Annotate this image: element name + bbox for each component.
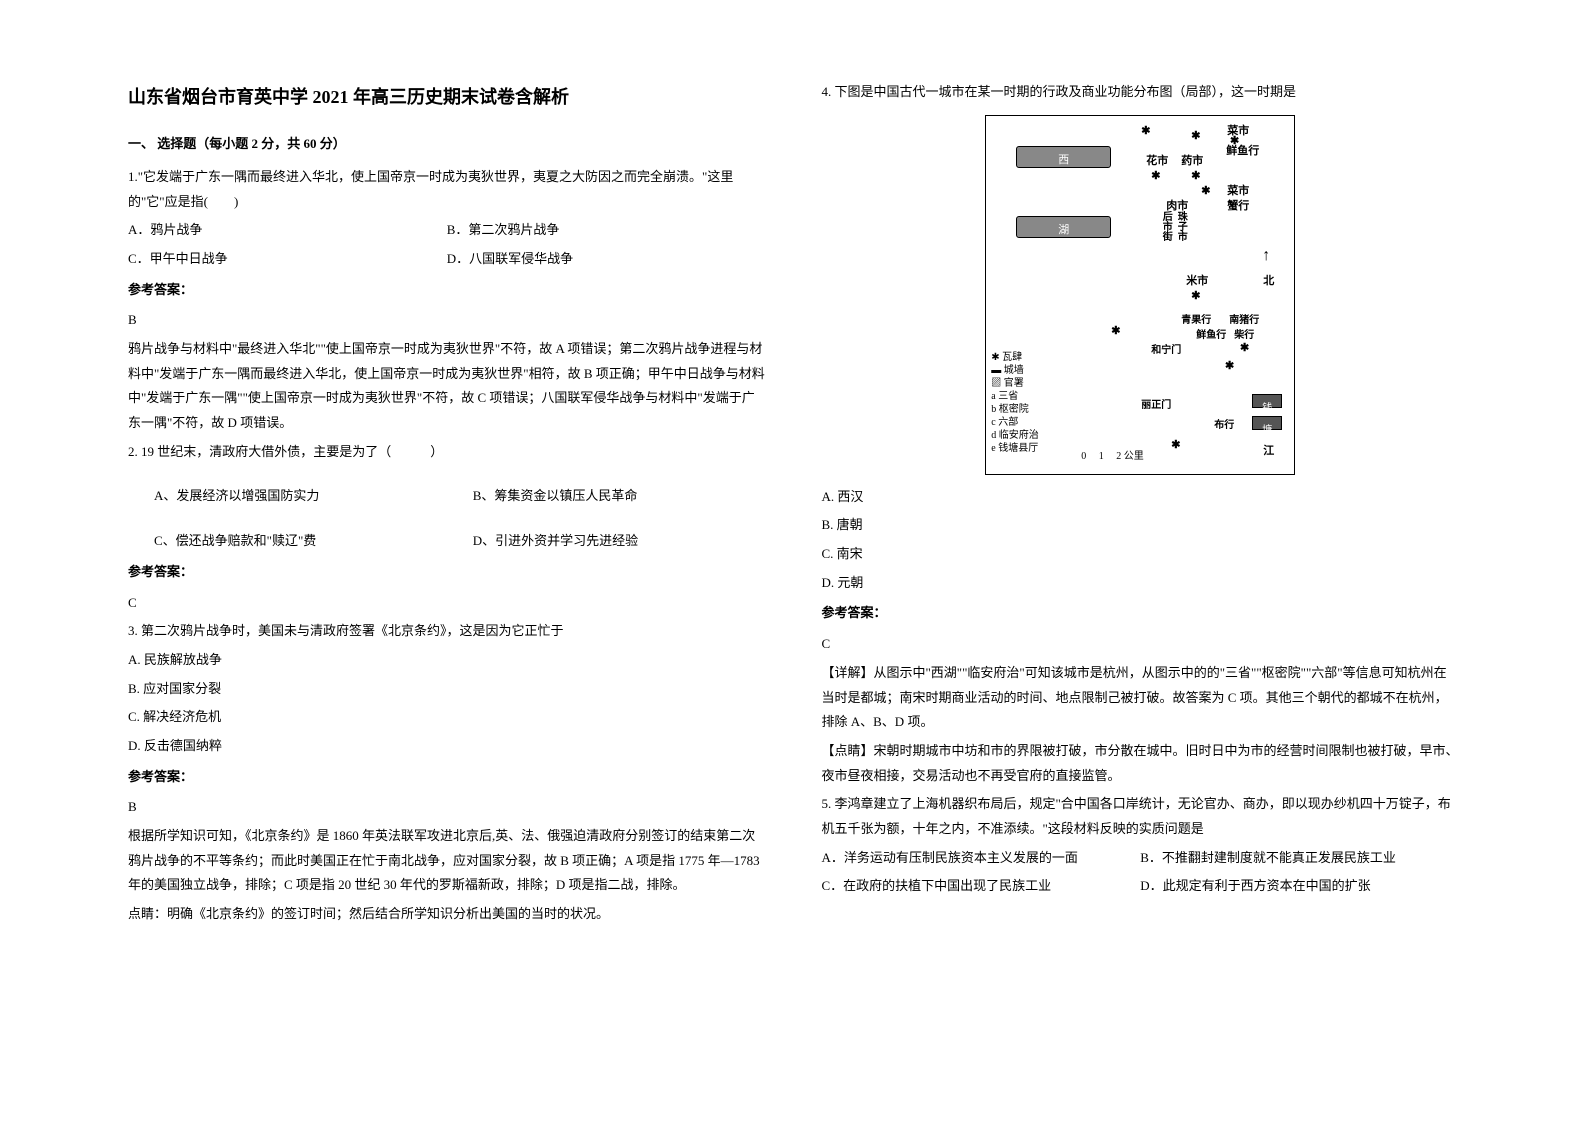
q2-optC: C、偿还战争赔款和"赎辽"费 (128, 529, 447, 554)
q3-optA: A. 民族解放战争 (128, 648, 766, 673)
right-column: 4. 下图是中国古代一城市在某一时期的行政及商业功能分布图（局部），这一时期是 … (794, 80, 1488, 931)
q4-text: 4. 下图是中国古代一城市在某一时期的行政及商业功能分布图（局部），这一时期是 (822, 80, 1460, 105)
q3-optC: C. 解决经济危机 (128, 705, 766, 730)
q5-optC: C．在政府的扶植下中国出现了民族工业 (822, 874, 1141, 899)
q5-text: 5. 李鸿章建立了上海机器织布局后，规定"合中国各口岸统计，无论官办、商办，即以… (822, 792, 1460, 841)
q4-tip: 【点睛】宋朝时期城市中坊和市的界限被打破，市分散在城中。旧时日中为市的经营时间限… (822, 739, 1460, 788)
q1-optC: C．甲午中日战争 (128, 247, 447, 272)
q4-detail: 【详解】从图示中"西湖""临安府治"可知该城市是杭州，从图示中的的"三省""枢密… (822, 661, 1460, 735)
map-xi: 西 (1058, 154, 1069, 166)
q3-text: 3. 第二次鸦片战争时，美国未与清政府签署《北京条约》，这是因为它正忙于 (128, 619, 766, 644)
q4-optD: D. 元朝 (822, 571, 1460, 596)
q3-optD: D. 反击德国纳粹 (128, 734, 766, 759)
map-lizhengmen: 丽正门 (1141, 396, 1171, 415)
legend-shumiyuan: b 枢密院 (991, 403, 1039, 416)
section-header: 一、 选择题（每小题 2 分，共 60 分） (128, 132, 766, 157)
legend-sansheng: a 三省 (991, 390, 1039, 403)
q1-text: 1."它发端于广东一隅而最终进入华北，使上国帝京一时成为夷狄世界，夷夏之大防因之… (128, 165, 766, 214)
q3-answer-label: 参考答案： (128, 765, 766, 790)
q2-options-row1: A、发展经济以增强国防实力 B、筹集资金以镇压人民革命 (128, 484, 766, 509)
q2-text: 2. 19 世纪末，清政府大借外债，主要是为了（ ） (128, 440, 766, 465)
map-buhang: 布行 (1214, 416, 1234, 435)
map-tang-box: 塘 (1252, 416, 1282, 430)
map-legend: ✱ 瓦肆 ▬ 城墙 ▨ 官署 a 三省 b 枢密院 c 六部 d 临安府治 e … (991, 351, 1039, 455)
q4-optA: A. 西汉 (822, 485, 1460, 510)
map-xiehang: 蟹行 (1227, 196, 1249, 217)
q2-optD: D、引进外资并学习先进经验 (447, 529, 766, 554)
map-hu: 湖 (1058, 224, 1069, 236)
q3-tip: 点睛：明确《北京条约》的签订时间；然后结合所学知识分析出美国的当时的状况。 (128, 902, 766, 927)
map-scale: 0 1 2 公里 (1081, 447, 1144, 466)
q1-optB: B．第二次鸦片战争 (447, 218, 766, 243)
legend-qiantangxianting: e 钱塘县厅 (991, 442, 1039, 455)
q5-optA: A．洋务运动有压制民族资本主义发展的一面 (822, 846, 1141, 871)
q5-optD: D．此规定有利于西方资本在中国的扩张 (1140, 874, 1459, 899)
map-xi-box: 西 (1016, 146, 1111, 168)
document-title: 山东省烟台市育英中学 2021 年高三历史期末试卷含解析 (128, 80, 766, 114)
legend-linanfuzhi: d 临安府治 (991, 429, 1039, 442)
q2-optB: B、筹集资金以镇压人民革命 (447, 484, 766, 509)
map-qian: 钱 (1262, 403, 1272, 414)
q3-optB: B. 应对国家分裂 (128, 677, 766, 702)
q3-answer: B (128, 795, 766, 820)
q5-optB: B．不推翻封建制度就不能真正发展民族工业 (1140, 846, 1459, 871)
q1-explanation: 鸦片战争与材料中"最终进入华北""使上国帝京一时成为夷狄世界"不符，故 A 项错… (128, 337, 766, 436)
q5-options-row2: C．在政府的扶植下中国出现了民族工业 D．此规定有利于西方资本在中国的扩张 (822, 874, 1460, 899)
legend-guanshu: ▨ 官署 (991, 377, 1039, 390)
legend-liubu: c 六部 (991, 416, 1039, 429)
q4-answer: C (822, 632, 1460, 657)
q1-options-row2: C．甲午中日战争 D．八国联军侵华战争 (128, 247, 766, 272)
legend-chengqiang: ▬ 城墙 (991, 364, 1039, 377)
map-tang: 塘 (1262, 425, 1272, 436)
map-bei: 北 (1263, 271, 1274, 292)
q3-explanation: 根据所学知识可知，《北京条约》是 1860 年英法联军攻进北京后,英、法、俄强迫… (128, 824, 766, 898)
q4-answer-label: 参考答案： (822, 601, 1460, 626)
q2-answer-label: 参考答案： (128, 560, 766, 585)
q5-options-row1: A．洋务运动有压制民族资本主义发展的一面 B．不推翻封建制度就不能真正发展民族工… (822, 846, 1460, 871)
map-hu-box: 湖 (1016, 216, 1111, 238)
q2-optA: A、发展经济以增强国防实力 (128, 484, 447, 509)
map-heningmen: 和宁门 (1151, 341, 1181, 360)
q1-optD: D．八国联军侵华战争 (447, 247, 766, 272)
q1-options-row1: A．鸦片战争 B．第二次鸦片战争 (128, 218, 766, 243)
map-qian-box: 钱 (1252, 394, 1282, 408)
q2-answer: C (128, 591, 766, 616)
q4-optB: B. 唐朝 (822, 513, 1460, 538)
q1-answer-label: 参考答案： (128, 278, 766, 303)
north-arrow-icon: ↑ (1262, 241, 1270, 271)
left-column: 山东省烟台市育英中学 2021 年高三历史期末试卷含解析 一、 选择题（每小题 … (100, 80, 794, 931)
q1-answer: B (128, 308, 766, 333)
map-container: 西 湖 北 ↑ 菜市 鲜鱼行 花市 药市 菜市 蟹行 肉市 后市街 珠子市 米市… (822, 115, 1460, 475)
map-image: 西 湖 北 ↑ 菜市 鲜鱼行 花市 药市 菜市 蟹行 肉市 后市街 珠子市 米市… (985, 115, 1295, 475)
map-zhushi: 珠子市 (1171, 211, 1190, 241)
map-jiang: 江 (1263, 441, 1274, 462)
legend-wasi: ✱ 瓦肆 (991, 351, 1039, 364)
q4-optC: C. 南宋 (822, 542, 1460, 567)
map-xianyuhang2: 鲜鱼行 (1196, 326, 1226, 345)
q1-optA: A．鸦片战争 (128, 218, 447, 243)
q2-options-row2: C、偿还战争赔款和"赎辽"费 D、引进外资并学习先进经验 (128, 529, 766, 554)
